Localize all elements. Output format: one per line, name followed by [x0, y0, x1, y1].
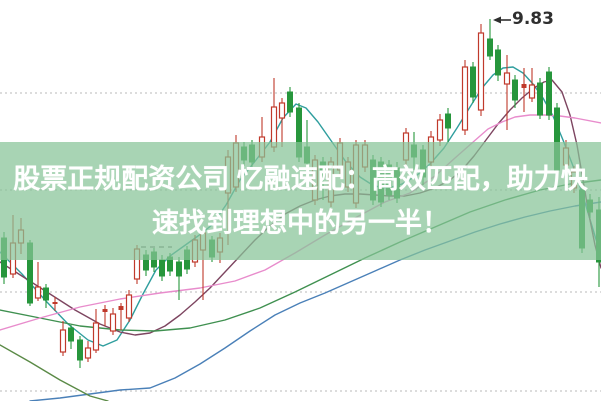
headline-line-2: 速找到理想中的另一半！ — [152, 208, 449, 238]
headline-banner: 股票正规配资公司 忆融速配：高效匹配，助力快 速找到理想中的另一半！ — [0, 142, 601, 260]
headline-line-1: 股票正规配资公司 忆融速配：高效匹配，助力快 — [13, 164, 588, 194]
price-annotation-label: 9.83 — [512, 9, 554, 29]
